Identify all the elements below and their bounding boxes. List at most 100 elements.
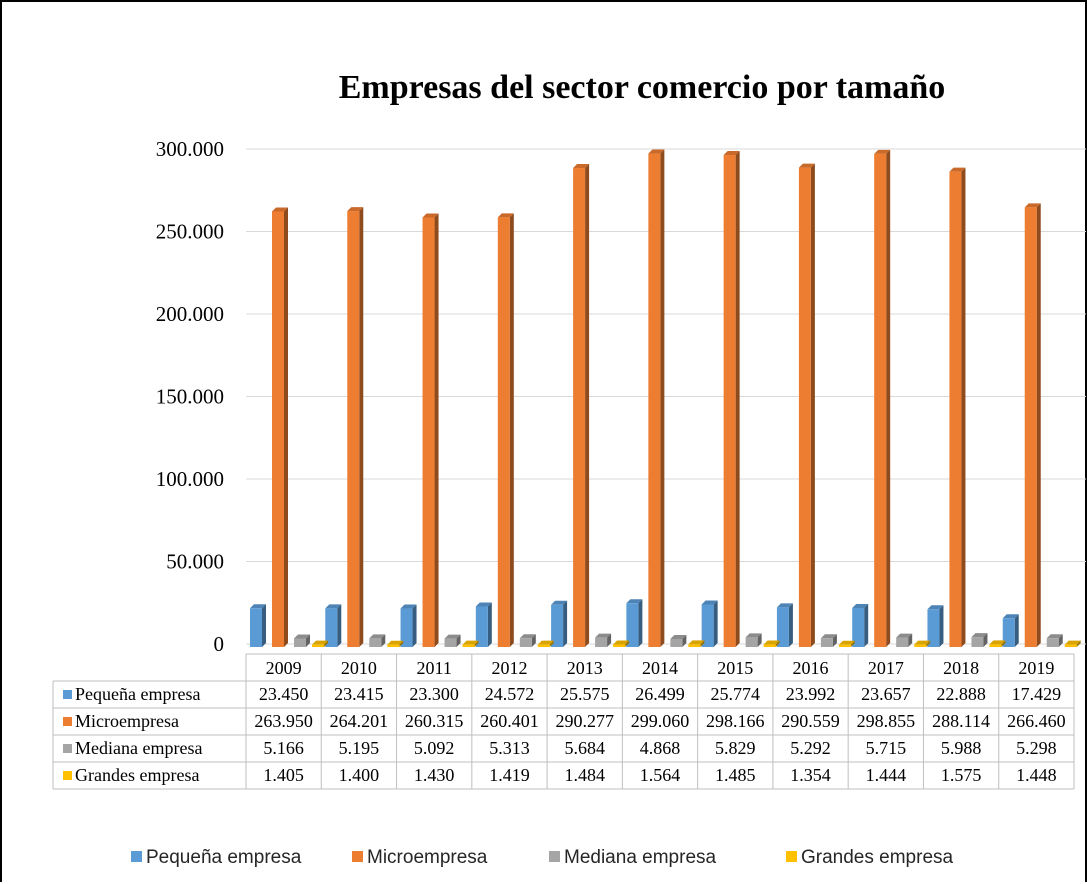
bar-top	[1024, 203, 1041, 208]
bar	[852, 603, 869, 647]
y-tick-label: 150.000	[156, 385, 224, 409]
bar-side	[306, 634, 310, 647]
bar-top	[613, 640, 630, 645]
table-cell: 263.950	[254, 711, 313, 731]
legend-label: Mediana empresa	[564, 847, 717, 868]
bar-side	[337, 604, 342, 647]
bar	[551, 600, 568, 647]
bar-side	[434, 213, 439, 647]
bar	[497, 213, 514, 647]
bar-front	[1024, 207, 1037, 647]
bar-top	[745, 633, 762, 638]
legend-swatch	[549, 851, 560, 862]
bar-top	[325, 604, 342, 609]
bar-side	[735, 151, 740, 647]
bar	[763, 640, 780, 647]
data-table: 2009 2010 2011 2012 2013 2014 2015 2016 2017 2018…	[52, 653, 1075, 790]
bar-side	[487, 602, 492, 647]
bar-front	[387, 644, 400, 647]
table-cell: 264.201	[330, 711, 389, 731]
table-cell: 260.315	[405, 711, 464, 731]
bar	[1064, 640, 1081, 647]
x-tick-label: 2009	[266, 658, 302, 678]
bar-side	[832, 634, 837, 647]
bar-front	[272, 211, 284, 648]
bar-side	[788, 603, 793, 647]
table-cell: 290.277	[555, 711, 614, 731]
bar-front	[444, 638, 457, 647]
bar	[272, 207, 288, 648]
table-cell: 23.415	[334, 684, 384, 704]
bar	[820, 634, 837, 647]
legend-item: Grandes empresa	[786, 847, 954, 868]
table-cell: 1.448	[1016, 765, 1057, 785]
x-tick-label: 2012	[491, 658, 527, 678]
x-tick-label: 2015	[717, 658, 753, 678]
x-tick-label: 2019	[1018, 658, 1054, 678]
bar-side	[324, 640, 328, 647]
bar-side	[757, 633, 762, 647]
bar-front	[896, 637, 909, 647]
x-tick-label: 2016	[793, 658, 829, 678]
bar-top	[648, 149, 665, 154]
table-cell: 1.400	[339, 765, 380, 785]
bar-front	[838, 644, 851, 647]
table-cell: 25.575	[560, 684, 610, 704]
bar-front	[294, 638, 306, 647]
bar	[648, 149, 665, 647]
bar-top	[989, 640, 1006, 645]
bar-front	[688, 644, 701, 647]
bar-front	[519, 638, 532, 647]
bar-side	[810, 163, 815, 648]
x-tick-label: 2014	[642, 658, 678, 678]
table-cell: 17.429	[1012, 684, 1062, 704]
bar-front	[613, 644, 626, 647]
table-cell: 1.444	[866, 765, 907, 785]
table-series-name: Microempresa	[75, 711, 179, 731]
bar-front	[874, 153, 887, 647]
bar-side	[412, 604, 417, 647]
bar-front	[914, 644, 927, 647]
bar-front	[462, 644, 475, 647]
bar-front	[497, 217, 510, 647]
legend: Pequeña empresa Microempresa Mediana empre…	[131, 847, 954, 868]
bar-front	[595, 637, 608, 647]
bar-side	[262, 604, 266, 647]
bar-front	[347, 211, 360, 647]
bar-side	[1058, 634, 1063, 647]
bar	[347, 207, 364, 647]
bar-top	[701, 600, 718, 605]
bar-front	[927, 609, 940, 647]
bar	[462, 640, 479, 647]
table-legend-key	[63, 771, 72, 780]
bar	[294, 634, 310, 647]
table-cell: 24.572	[485, 684, 535, 704]
bar	[798, 163, 815, 648]
bar-top	[914, 640, 931, 645]
bar	[670, 634, 687, 647]
bar-top	[497, 213, 514, 218]
bar-top	[422, 213, 439, 218]
bar-side	[1001, 640, 1006, 647]
table-cell: 22.888	[936, 684, 986, 704]
bar-top	[763, 640, 780, 645]
bar	[595, 633, 612, 647]
bar	[914, 640, 931, 647]
bar	[971, 633, 988, 647]
legend-item: Mediana empresa	[549, 847, 717, 868]
bar-front	[325, 608, 338, 647]
table-cell: 5.292	[790, 738, 831, 758]
bar-top	[537, 640, 554, 645]
table-cell: 1.405	[263, 765, 304, 785]
table-series-name: Pequeña empresa	[75, 684, 200, 704]
y-tick-label: 250.000	[156, 220, 224, 244]
bar	[745, 633, 762, 647]
table-cell: 23.450	[259, 684, 309, 704]
bar-top	[272, 207, 288, 212]
bar-front	[971, 637, 984, 647]
bar-side	[682, 634, 687, 647]
bar-side	[474, 640, 479, 647]
legend-swatch	[786, 851, 797, 862]
bar	[701, 600, 718, 647]
table-series-name: Grandes empresa	[75, 765, 199, 785]
